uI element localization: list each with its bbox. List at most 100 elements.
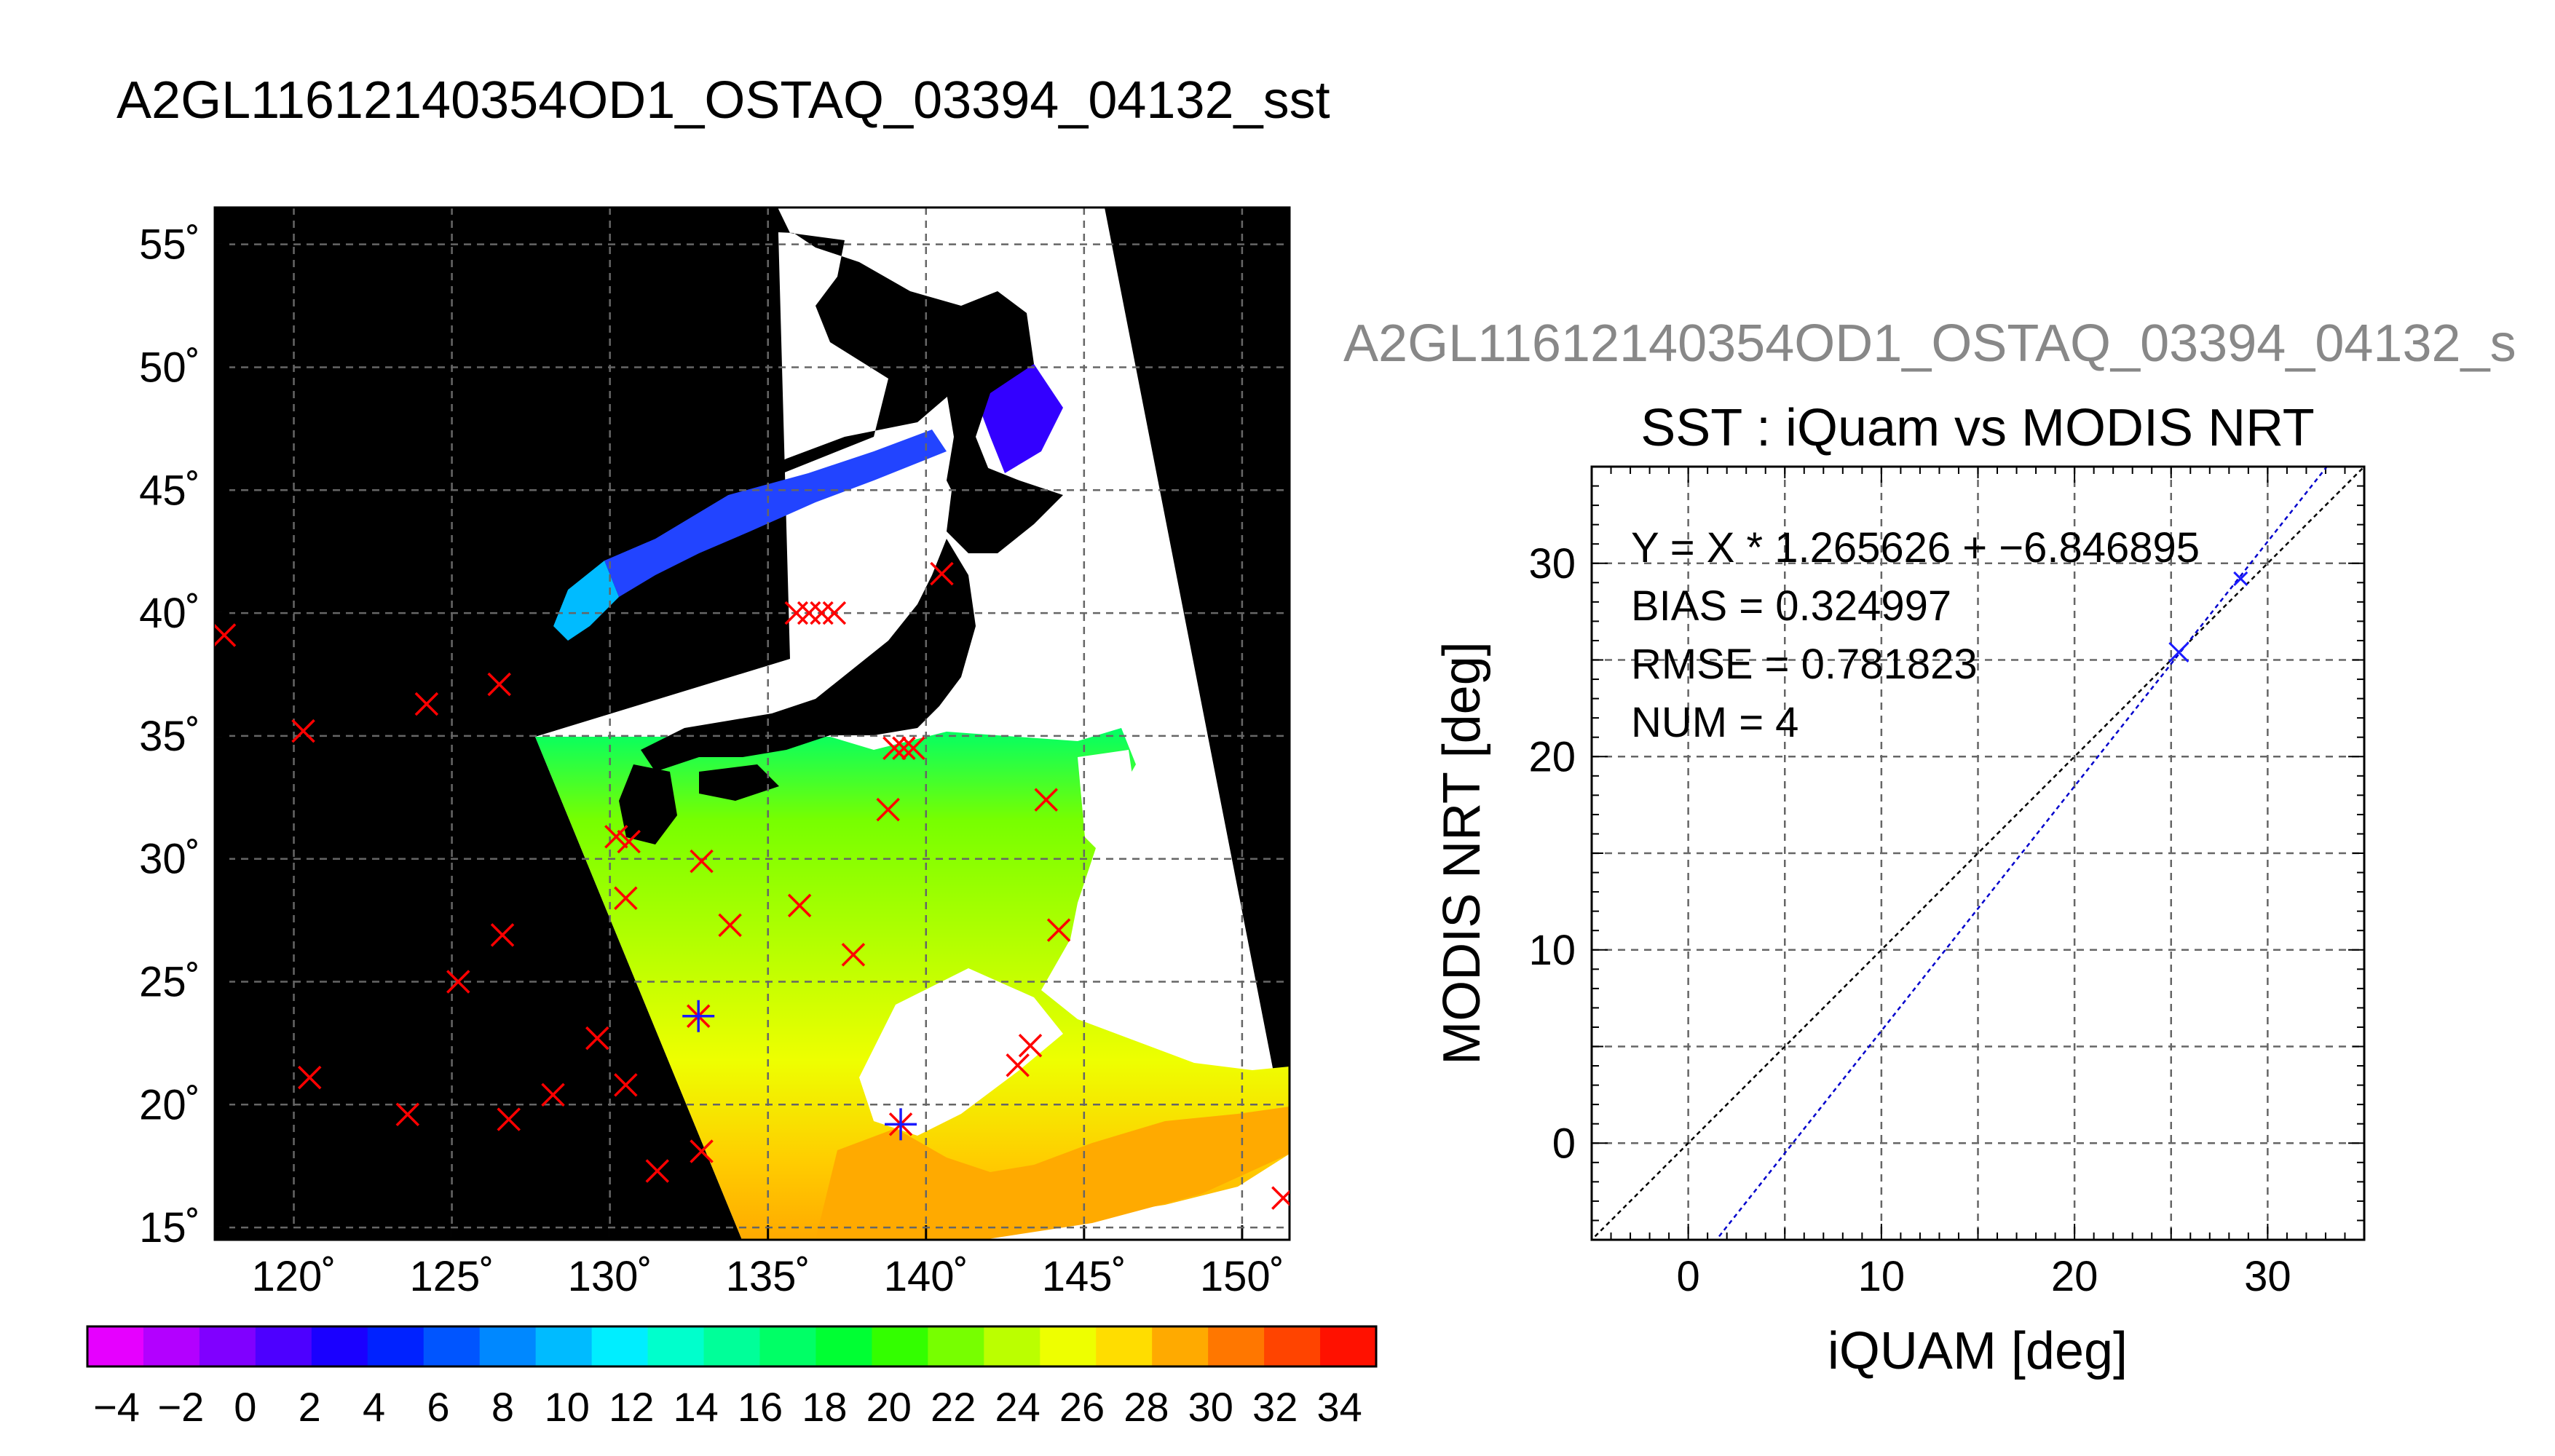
colorbar-cell [703,1326,760,1366]
colorbar-tick-label: 14 [673,1384,718,1430]
buoy-marker [414,692,439,716]
buoy-marker [585,1026,609,1051]
scatter-point [2168,641,2189,662]
buoy-marker-stroke [585,1026,609,1051]
buoy-marker-stroke [810,601,834,625]
buoy-marker [297,1065,322,1090]
scatter-frame [1590,465,2366,1241]
buoy-marker-stroke [487,672,511,697]
map-lon-tick-label: 125˚ [410,1253,494,1300]
colorbar-tick-label: 8 [491,1384,514,1430]
scatter-y-tick-label: 20 [1528,733,1576,780]
colorbar-cell [199,1326,256,1366]
buoy-marker [1271,1186,1290,1210]
map-lat-tick-label: 15˚ [139,1204,200,1251]
sst-map: 120˚ 125˚ 130˚ 135˚ 140˚ 145˚ 150˚ 55˚ 50˚ 45˚ 40˚… [139,206,1291,1300]
scatter-x-tick-label: 30 [2244,1253,2291,1300]
buoy-marker-stroke [604,825,628,849]
buoy-marker-stroke [414,692,439,716]
buoy-marker [810,601,834,625]
colorbar-cell [1208,1326,1265,1366]
identity-line [1592,467,2364,1240]
colorbar-cell [143,1326,200,1366]
sea-of-japan-cold [604,430,947,597]
scatter-x-tick-label: 20 [2051,1253,2098,1300]
colorbar-tick-label: 32 [1252,1384,1298,1430]
buoy-marker [1018,1034,1043,1058]
colorbar-tick-label: −2 [157,1384,204,1430]
buoy-marker-stroke [690,1139,714,1163]
buoy-marker [901,736,925,760]
colorbar-tick-label: 16 [738,1384,783,1430]
colorbar-tick-label: 4 [363,1384,385,1430]
buoy-marker-stroke [645,1159,670,1183]
buoy-marker [690,1139,714,1163]
sea-of-japan-cool [553,561,619,641]
colorbar-tick-label: 26 [1059,1384,1105,1430]
scatter-grid [1591,466,2365,1241]
match-marker [885,1108,917,1141]
match-marker [682,1000,715,1032]
buoy-marker [892,736,916,760]
buoy-marker-stroke [291,719,315,743]
scatter-ylabel: MODIS NRT [deg] [1433,641,1491,1065]
scatter-point [2233,571,2248,587]
colorbar-cell [367,1326,424,1366]
regression-stat-line: NUM = 4 [1631,699,1798,746]
scatter-points [2168,571,2248,662]
colorbar-tick-label: 2 [299,1384,321,1430]
colorbar-cell [1320,1326,1377,1366]
buoy-marker [787,893,812,918]
buoy-marker-stroke [395,1102,420,1127]
buoy-marker-stroke [1006,1053,1030,1077]
colorbar-cell [1264,1326,1321,1366]
colorbar-cell [255,1326,312,1366]
buoy-marker [1046,918,1071,942]
buoy-marker-stroke [901,736,925,760]
map-tick-labels: 120˚ 125˚ 130˚ 135˚ 140˚ 145˚ 150˚ 55˚ 50˚ 45˚ 40˚… [139,221,1284,1300]
buoy-marker-stroke [297,1065,322,1090]
map-lon-tick-label: 130˚ [568,1253,652,1300]
scatter-y-tick-label: 10 [1528,927,1576,974]
colorbar-tick-label: 12 [609,1384,654,1430]
buoy-marker [617,829,641,854]
buoy-marker-stroke [930,561,954,586]
buoy-marker [1034,788,1058,812]
colorbar-cell [759,1326,816,1366]
buoy-marker-stroke [490,923,515,947]
cloud-patch [1078,750,1136,859]
map-lon-tick-label: 140˚ [884,1253,968,1300]
buoy-marker [1006,1053,1030,1077]
colorbar-cell [1096,1326,1153,1366]
buoy-marker [797,601,821,625]
colorbar-tick-label: 10 [545,1384,590,1430]
buoy-marker-stroke [1046,918,1071,942]
map-lat-tick-label: 55˚ [139,221,200,269]
scatter-y-tick-label: 30 [1528,540,1576,587]
buoy-marker-stroke [614,886,638,910]
buoy-marker [718,913,742,938]
scatter-x-tick-label: 10 [1858,1253,1906,1300]
buoy-marker-stroke [841,943,866,967]
map-lon-tick-label: 145˚ [1042,1253,1126,1300]
regression-stats: Y = X * 1.265626 + −6.846895 BIAS = 0.324… [1631,524,2200,746]
map-lat-tick-label: 30˚ [139,836,200,883]
colorbar-tick-label: 30 [1188,1384,1233,1430]
land-hokkaido [947,466,1063,553]
colorbar-tick-label: 24 [995,1384,1040,1430]
buoy-marker [841,943,866,967]
scatter-plot: 0 10 20 30 0 10 20 30 Y = X * 1.265626 + −6.846… [1528,465,2366,1300]
scatter-tick-labels: 0 10 20 30 0 10 20 30 [1528,540,2291,1300]
colorbar-cell [872,1326,928,1366]
colorbar-cell [311,1326,368,1366]
buoy-marker-stroke [1018,1034,1043,1058]
land-sakhalin [947,291,1034,510]
buoy-marker [690,849,714,874]
scatter-x-tick-label: 0 [1676,1253,1699,1300]
buoy-marker-stroke [876,797,900,822]
map-lat-tick-label: 40˚ [139,590,200,637]
map-frame [213,206,1291,1241]
scatter-y-tick-label: 0 [1552,1120,1576,1167]
map-lat-tick-label: 45˚ [139,467,200,514]
